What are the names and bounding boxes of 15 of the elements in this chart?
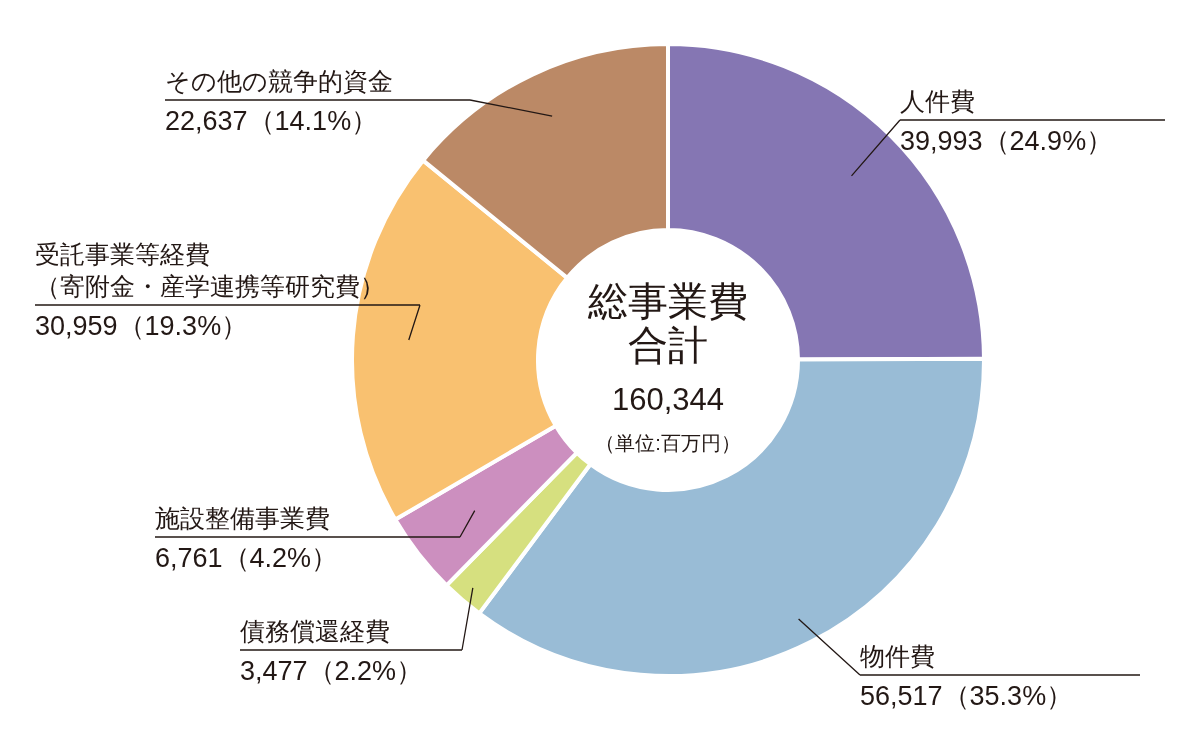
text: 総事業費合計 — [587, 279, 748, 367]
slice-label: 物件費 — [860, 642, 935, 670]
data-label: 39,993（24.9%） — [900, 126, 1114, 156]
slice-label: 施設整備事業費 — [155, 504, 330, 532]
text: 160,344 — [611, 382, 725, 417]
slice-label: 受託事業等経費（寄附金・産学連携等研究費） — [35, 240, 385, 300]
slice-label: 人件費 — [900, 87, 975, 115]
data-label: 22,637（14.1%） — [165, 106, 379, 136]
data-label: 6,761（4.2%） — [155, 543, 339, 573]
data-label: 3,477（2.2%） — [240, 656, 424, 686]
slice-label: 債務償還経費 — [240, 617, 390, 645]
slice-label: その他の競争的資金 — [165, 67, 393, 95]
data-label: 30,959（19.3%） — [35, 311, 249, 341]
text: （単位:百万円） — [595, 432, 741, 454]
data-label: 56,517（35.3%） — [860, 681, 1074, 711]
